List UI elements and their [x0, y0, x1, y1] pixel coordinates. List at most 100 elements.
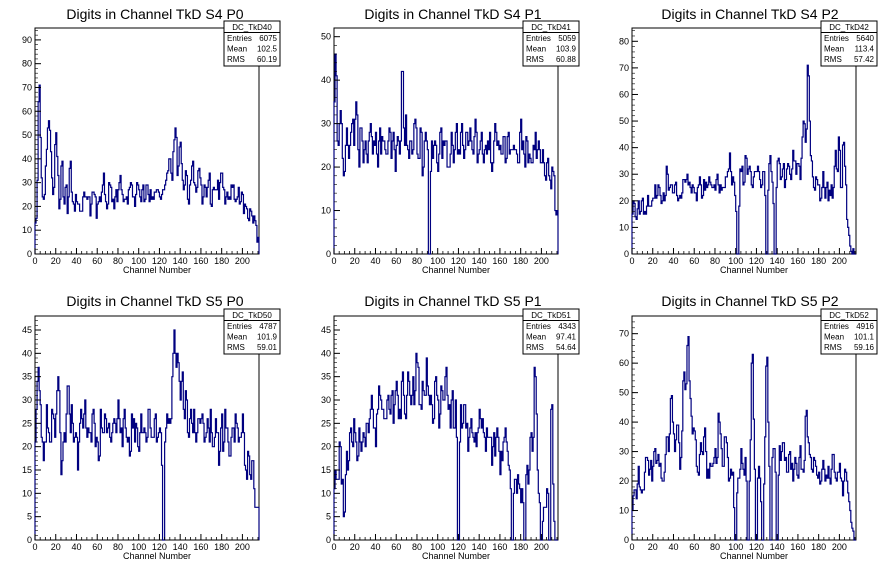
stats-key-rms: RMS: [526, 55, 544, 64]
x-tick-label: 180: [513, 256, 528, 266]
y-tick-label: 80: [22, 59, 32, 69]
y-tick-label: 40: [321, 348, 331, 358]
x-tick-label: 180: [214, 542, 229, 552]
y-tick-label: 50: [619, 116, 629, 126]
histogram-panel-2: Digits in Channel TkD S4 P10 20 40 60 80 100 1…: [321, 6, 580, 275]
stats-box-frame: [522, 20, 580, 67]
y-tick-label: 30: [22, 395, 32, 405]
y-tick-label: 15: [22, 465, 32, 475]
y-tick-label: 40: [619, 143, 629, 153]
stats-value-rms: 59.01: [257, 343, 278, 352]
y-tick-label: 40: [22, 154, 32, 164]
x-tick-label: 0: [331, 256, 336, 266]
stats-key-entries: Entries: [824, 322, 849, 331]
x-tick-label: 80: [710, 542, 720, 552]
x-tick-label: 80: [113, 542, 123, 552]
stats-value-mean: 97.41: [556, 333, 577, 342]
x-tick-label: 180: [811, 256, 826, 266]
x-tick-label: 140: [173, 542, 188, 552]
x-tick-label: 120: [749, 256, 764, 266]
x-tick-label: 40: [370, 256, 380, 266]
y-tick-label: 60: [619, 358, 629, 368]
histogram-panel-5: Digits in Channel TkD S5 P10 20 40 60 80 100 1…: [321, 293, 580, 561]
stats-box-frame: [820, 308, 878, 355]
stats-box: DC_TkD51 Entries 4343 Mean 97.41 RMS 54.64: [522, 308, 580, 355]
x-tick-label: 0: [331, 542, 336, 552]
chart-title: Digits in Channel TkD S4 P0: [66, 6, 243, 22]
stats-key-mean: Mean: [227, 333, 247, 342]
x-tick-label: 100: [430, 542, 445, 552]
stats-box-frame: [820, 20, 878, 67]
chart-title: Digits in Channel TkD S5 P1: [364, 293, 541, 309]
histogram-panel-6: Digits in Channel TkD S5 P20 20 40 60 80 100 1…: [619, 293, 878, 561]
y-tick-label: 0: [326, 535, 331, 545]
y-tick-label: 20: [619, 196, 629, 206]
x-tick-label: 160: [193, 256, 208, 266]
x-tick-label: 40: [668, 542, 678, 552]
x-tick-label: 80: [412, 542, 422, 552]
x-tick-label: 40: [668, 256, 678, 266]
stats-value-entries: 4343: [558, 322, 576, 331]
x-tick-label: 80: [710, 256, 720, 266]
histogram-panel-3: Digits in Channel TkD S4 P20 20 40 60 80 100 1…: [619, 6, 878, 275]
x-tick-label: 60: [92, 542, 102, 552]
stats-value-mean: 101.9: [257, 333, 278, 342]
x-tick-label: 20: [648, 542, 658, 552]
x-tick-label: 140: [472, 256, 487, 266]
y-tick-label: 40: [22, 348, 32, 358]
stats-value-entries: 5059: [558, 34, 576, 43]
x-tick-label: 160: [492, 542, 507, 552]
stats-box: DC_TkD40 Entries 6075 Mean 102.5 RMS 60.19: [223, 20, 281, 67]
stats-key-mean: Mean: [526, 45, 546, 54]
stats-value-rms: 54.64: [556, 343, 577, 352]
histogram-line: [34, 84, 260, 254]
x-tick-label: 20: [51, 256, 61, 266]
y-tick-label: 10: [321, 488, 331, 498]
stats-key-entries: Entries: [227, 34, 252, 43]
y-tick-label: 30: [619, 447, 629, 457]
x-tick-label: 80: [113, 256, 123, 266]
x-axis-label: Channel Number: [422, 265, 490, 275]
x-tick-label: 120: [451, 542, 466, 552]
x-tick-label: 20: [51, 542, 61, 552]
stats-box: DC_TkD41 Entries 5059 Mean 103.9 RMS 60.88: [522, 20, 580, 67]
x-tick-label: 160: [492, 256, 507, 266]
stats-box: DC_TkD52 Entries 4916 Mean 101.1 RMS 59.16: [820, 308, 878, 355]
y-tick-label: 60: [619, 89, 629, 99]
y-tick-label: 80: [619, 36, 629, 46]
stats-key-rms: RMS: [824, 55, 842, 64]
y-tick-label: 0: [27, 249, 32, 259]
y-tick-label: 10: [619, 506, 629, 516]
y-tick-label: 20: [22, 201, 32, 211]
chart-title: Digits in Channel TkD S5 P0: [66, 293, 243, 309]
histogram-line: [34, 329, 260, 541]
y-tick-label: 10: [22, 488, 32, 498]
x-axis-label: Channel Number: [123, 551, 191, 561]
x-tick-label: 140: [770, 542, 785, 552]
histogram-line: [333, 53, 559, 255]
y-tick-label: 10: [22, 225, 32, 235]
stats-key-mean: Mean: [824, 45, 844, 54]
histogram-line: [631, 64, 856, 255]
x-axis-label: Channel Number: [123, 265, 191, 275]
plot-frame: [631, 27, 857, 255]
x-axis-label: Channel Number: [422, 551, 490, 561]
stats-key-entries: Entries: [526, 34, 551, 43]
y-tick-label: 0: [624, 249, 629, 259]
y-tick-label: 5: [326, 512, 331, 522]
x-tick-label: 100: [728, 256, 743, 266]
x-tick-label: 0: [629, 542, 634, 552]
y-tick-label: 0: [27, 535, 32, 545]
x-axis-label: Channel Number: [720, 551, 788, 561]
stats-value-entries: 5640: [856, 34, 874, 43]
histogram-line: [333, 352, 558, 541]
stats-histogram-name: DC_TkD50: [232, 311, 272, 320]
stats-value-mean: 102.5: [257, 45, 278, 54]
x-tick-label: 120: [152, 256, 167, 266]
stats-key-mean: Mean: [227, 45, 247, 54]
y-tick-label: 50: [22, 130, 32, 140]
stats-box: DC_TkD50 Entries 4787 Mean 101.9 RMS 59.01: [223, 308, 281, 355]
y-tick-label: 20: [321, 442, 331, 452]
y-tick-label: 35: [321, 372, 331, 382]
x-tick-label: 20: [648, 256, 658, 266]
